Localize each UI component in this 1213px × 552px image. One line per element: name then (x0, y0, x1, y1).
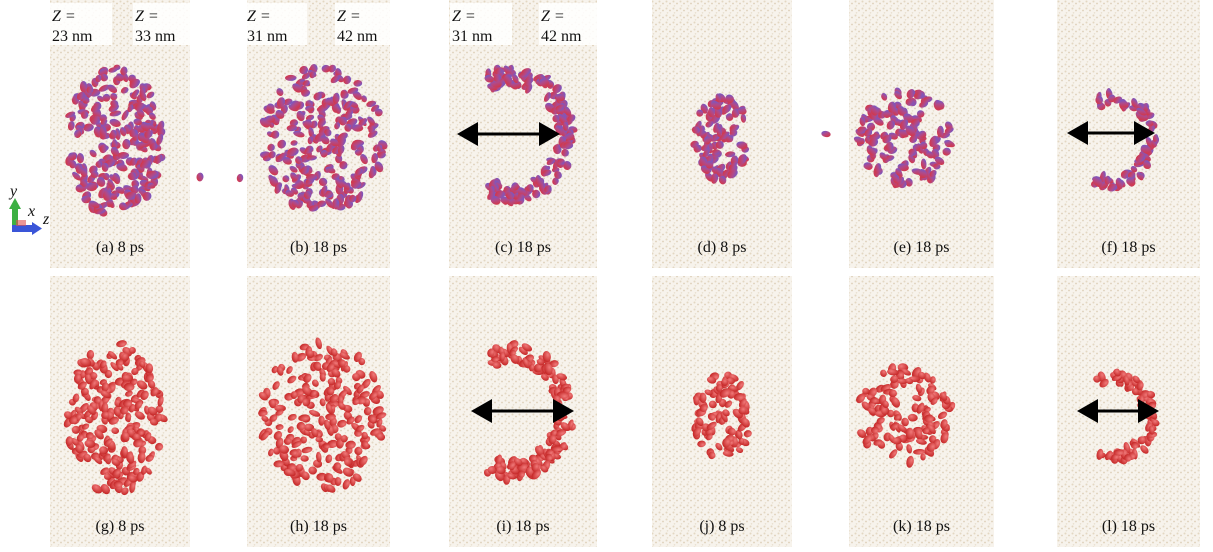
z-label-symbol: Z = (247, 8, 271, 25)
panel-caption: (h) 18 ps (290, 518, 347, 535)
panels (50, 0, 1200, 547)
z-label-value: 42 nm (541, 28, 582, 45)
panel-caption: (d) 8 ps (698, 239, 747, 256)
panel-caption: (l) 18 ps (1102, 518, 1155, 535)
panel-caption: (c) 18 ps (495, 239, 551, 256)
z-label-value: 23 nm (52, 28, 93, 45)
z-label-symbol: Z = (337, 8, 361, 25)
panel-caption: (k) 18 ps (893, 518, 950, 535)
molecule (1131, 442, 1139, 449)
z-label-value: 42 nm (337, 28, 378, 45)
panel-caption: (g) 8 ps (96, 518, 145, 535)
panel-caption: (i) 18 ps (496, 518, 549, 535)
axis-label: y (8, 183, 18, 200)
z-axis-arrow (12, 225, 34, 232)
z-label-symbol: Z = (135, 8, 159, 25)
figure: y x z Z = 23 nm Z = 33 nm Z = 31 nm Z = 42 nm Z … (0, 0, 1213, 547)
x-axis-arrow (16, 220, 26, 226)
molecule (236, 173, 244, 182)
axis-label: x (27, 203, 35, 220)
molecule (821, 130, 831, 138)
panel-caption: (j) 8 ps (699, 518, 744, 535)
z-label-symbol: Z = (452, 8, 476, 25)
panel-caption: (e) 18 ps (894, 239, 950, 256)
molecule (1146, 120, 1154, 126)
z-label-symbol: Z = (541, 8, 565, 25)
panel-caption: (b) 18 ps (290, 239, 347, 256)
panel-caption: (a) 8 ps (96, 239, 144, 256)
molecules (62, 63, 1161, 496)
z-axis-arrow-head (32, 222, 42, 235)
z-label-value: 31 nm (452, 28, 493, 45)
axes-triad: y x z (8, 183, 50, 235)
axis-label: z (42, 211, 50, 228)
z-label-symbol: Z = (52, 8, 76, 25)
molecule (196, 172, 204, 182)
z-label-value: 33 nm (135, 28, 176, 45)
z-label-value: 31 nm (247, 28, 288, 45)
panel-caption: (f) 18 ps (1101, 239, 1155, 256)
